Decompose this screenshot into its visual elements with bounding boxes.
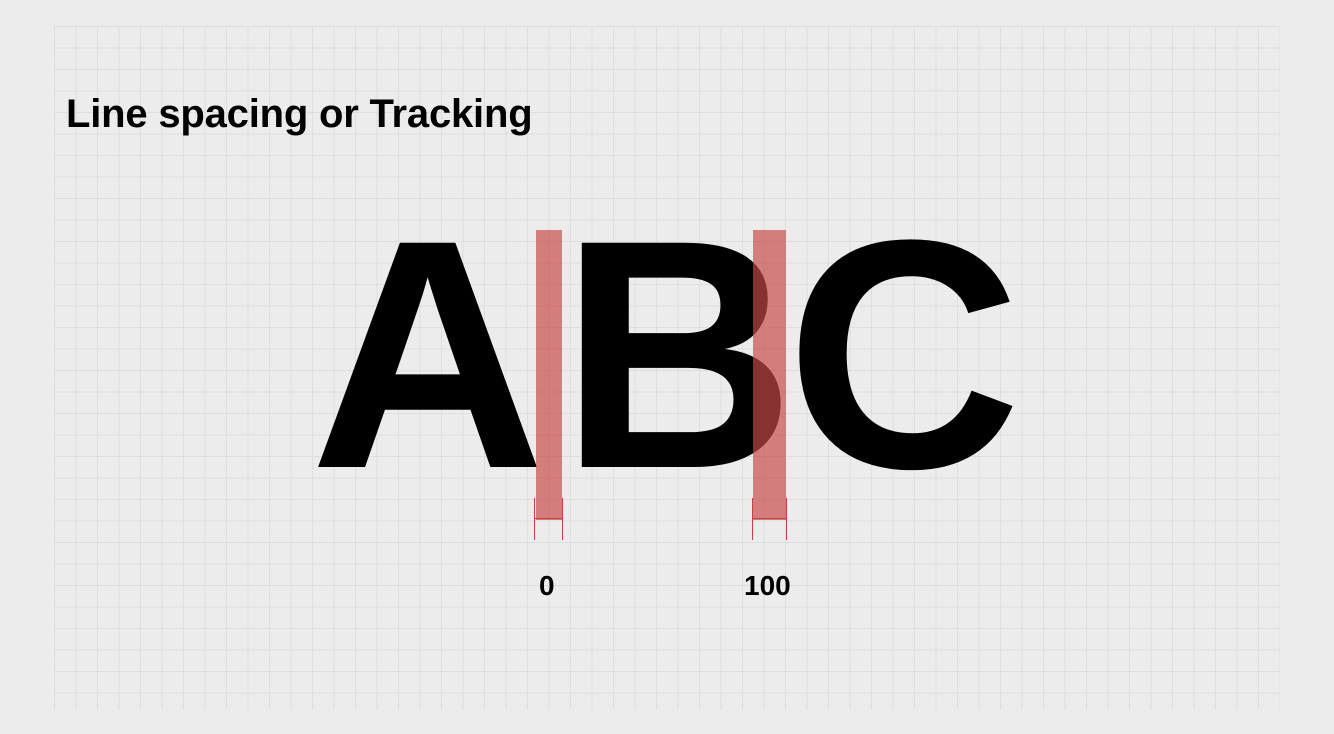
tracking-gap-highlight-100 [753,230,786,520]
measure-bracket-100 [752,498,787,540]
letter-c: C [786,173,1022,537]
diagram-title: Line spacing or Tracking [66,92,533,136]
tracking-value-label-0: 0 [539,570,555,601]
tracking-gap-highlight-0 [536,230,562,520]
tracking-value-label-100: 100 [744,570,791,601]
measure-bracket-0 [534,498,563,540]
letter-a: A [310,173,546,537]
background-grid [54,26,1280,710]
